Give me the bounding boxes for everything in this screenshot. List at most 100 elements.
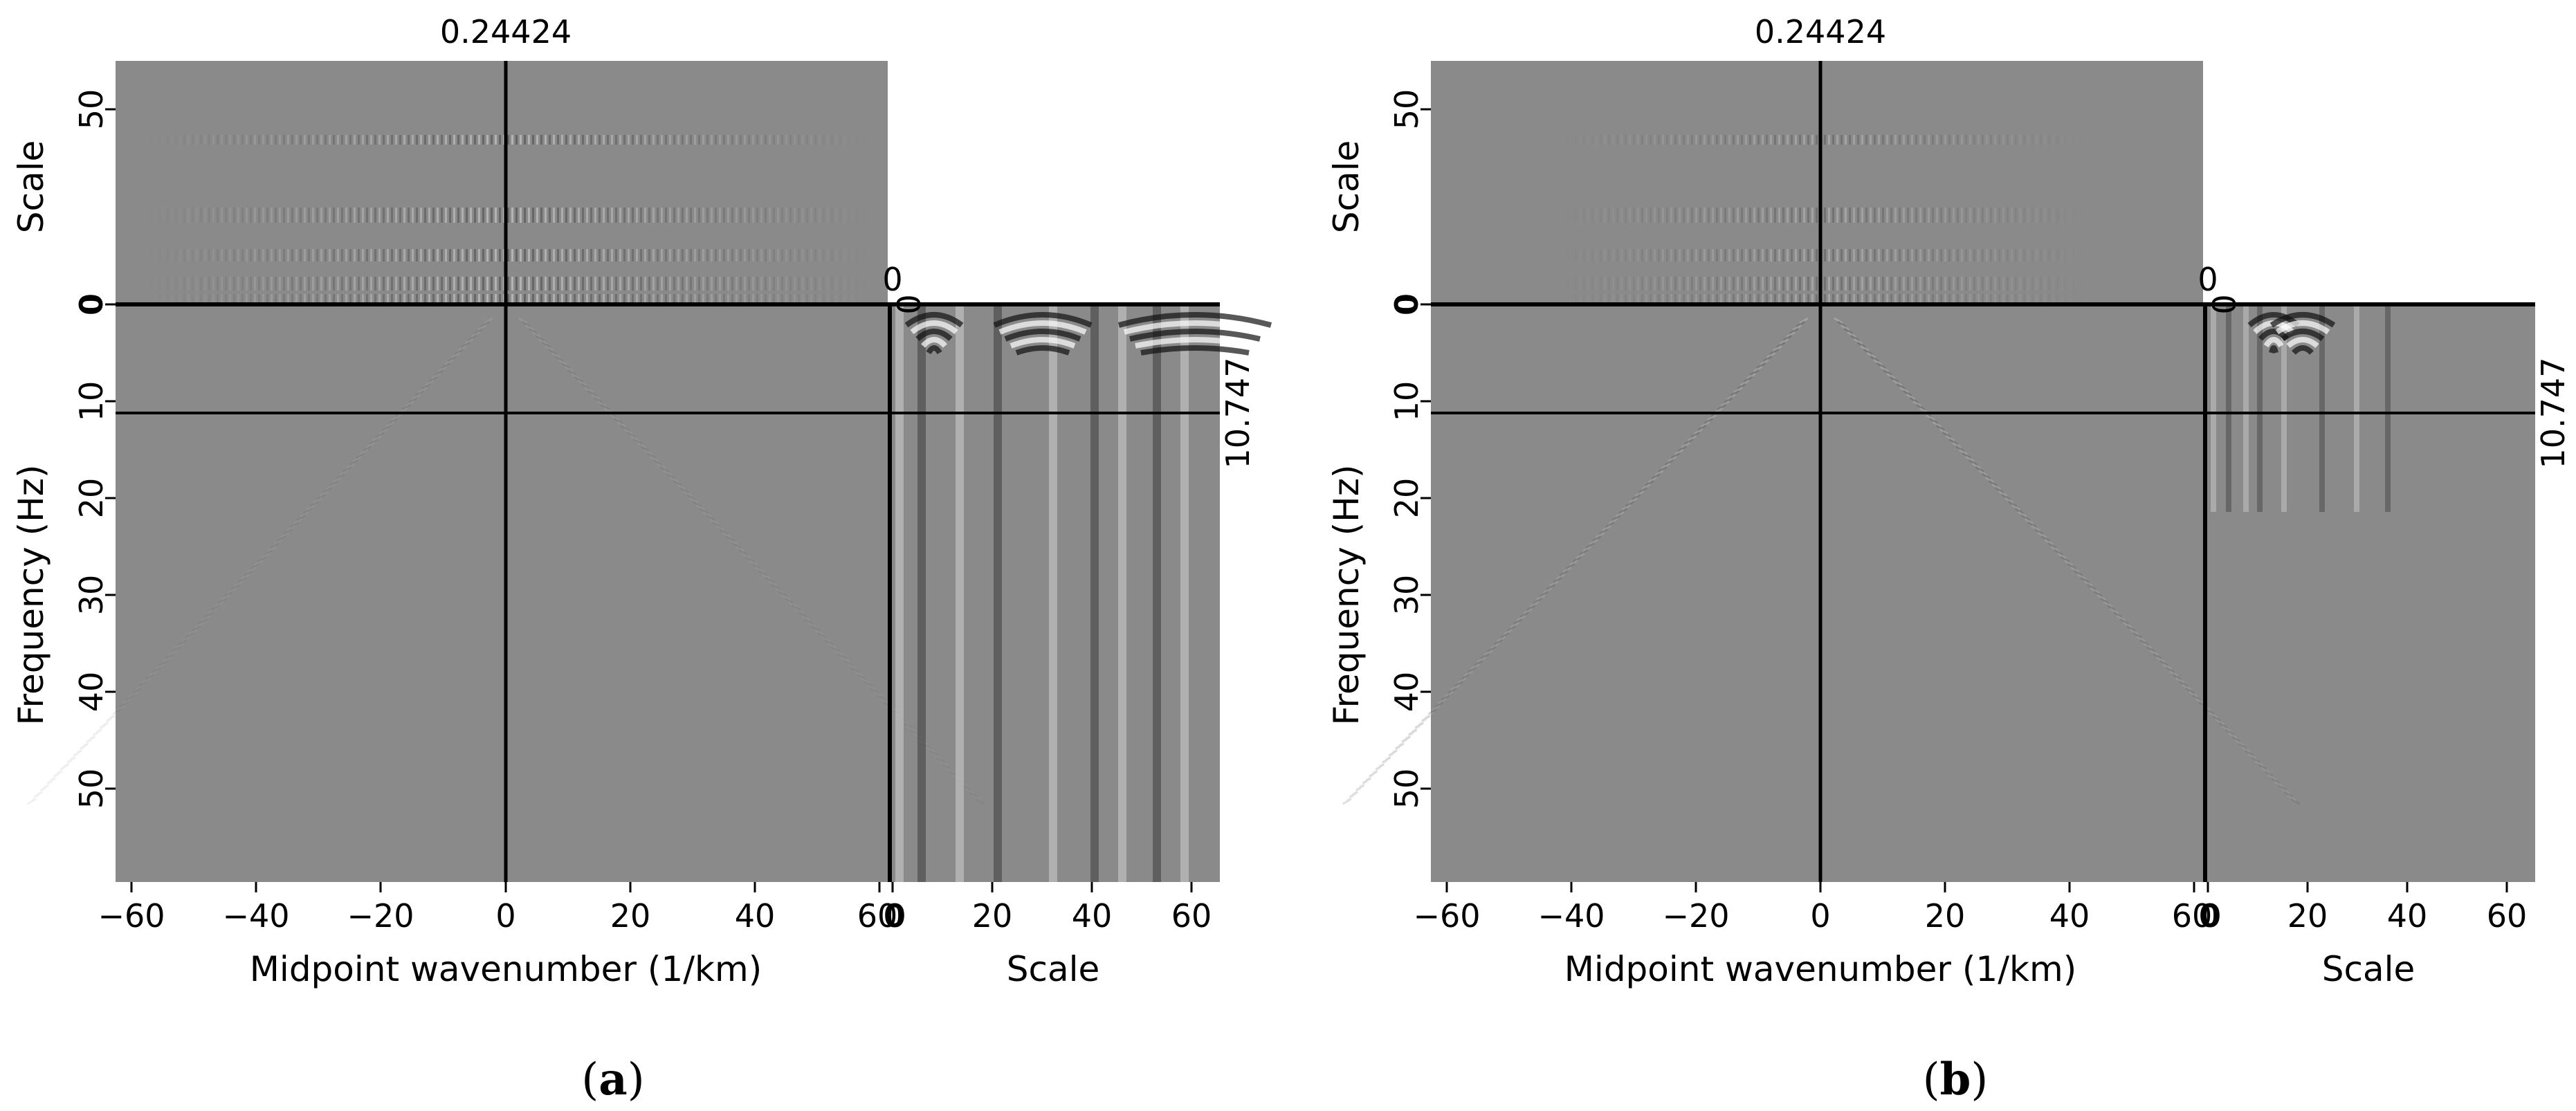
texture-stripe <box>1840 135 1843 145</box>
texture-stripe <box>1911 135 1913 145</box>
texture-stripe <box>1683 249 1685 261</box>
texture-stripe <box>1762 208 1764 223</box>
texture-fan-mark <box>2040 535 2051 542</box>
texture-stripe <box>740 294 742 302</box>
texture-stripe <box>1791 208 1793 223</box>
texture-stripe <box>150 249 152 261</box>
texture-fan-mark <box>1932 421 1942 428</box>
texture-stripe <box>445 249 447 261</box>
texture-stripe <box>2015 208 2017 223</box>
texture-stripe <box>545 277 547 291</box>
texture-fan-mark <box>768 580 778 587</box>
texture-stripe <box>582 249 584 261</box>
texture-stripe <box>636 277 638 291</box>
texture-stripe <box>839 208 841 223</box>
texture-stripe <box>1795 294 1797 302</box>
texture-stripe <box>752 249 754 261</box>
texture-fan-mark <box>447 355 457 362</box>
texture-stripe <box>1745 208 1747 223</box>
texture-stripe <box>1737 277 1739 291</box>
texture-fan-mark <box>2146 645 2156 653</box>
texture-fan-mark <box>742 552 751 560</box>
texture-fan-mark <box>118 701 129 708</box>
texture-fan-mark <box>646 452 657 459</box>
texture-stripe <box>798 277 800 291</box>
texture-stripe <box>1774 208 1776 223</box>
texture-stripe <box>1965 249 1967 261</box>
texture-arc <box>2263 337 2284 348</box>
texture-stripe <box>2048 135 2050 145</box>
texture-stripe <box>657 208 659 223</box>
texture-stripe <box>1749 277 1751 291</box>
texture-stripe <box>1679 135 1681 145</box>
texture-stripe <box>395 135 397 145</box>
panel-b-side-xtick-0: 0 <box>2199 897 2221 935</box>
texture-stripe <box>154 277 156 291</box>
texture-stripe <box>1762 277 1764 291</box>
texture-stripe <box>511 249 513 261</box>
texture-stripe <box>1741 294 1743 302</box>
texture-side-streak <box>917 304 926 882</box>
texture-stripe <box>2081 208 2083 223</box>
texture-stripe <box>1903 294 1905 302</box>
texture-stripe <box>665 277 667 291</box>
texture-stripe <box>1928 249 1930 261</box>
texture-stripe <box>794 208 796 223</box>
texture-fan-mark <box>99 722 109 729</box>
texture-stripe <box>295 208 298 223</box>
texture-stripe <box>1699 294 1701 302</box>
texture-fan-mark <box>378 428 388 435</box>
texture-fan-mark <box>597 400 607 407</box>
texture-stripe <box>2048 294 2050 302</box>
texture-stripe <box>1903 208 1905 223</box>
texture-arc <box>910 320 958 335</box>
texture-fan-mark <box>2060 556 2070 563</box>
texture-stripe <box>740 208 742 223</box>
texture-stripe <box>221 208 223 223</box>
texture-stripe <box>553 208 555 223</box>
texture-stripe <box>1849 294 1851 302</box>
texture-stripe <box>636 208 638 223</box>
texture-fan-mark <box>1506 625 1517 632</box>
texture-stripe <box>1953 135 1955 145</box>
texture-fan-mark <box>787 600 798 608</box>
texture-stripe <box>823 277 825 291</box>
texture-stripe <box>1857 135 1859 145</box>
texture-stripe <box>1708 277 1710 291</box>
texture-stripe <box>1604 294 1606 302</box>
texture-fan-mark <box>637 441 646 449</box>
texture-stripe <box>1861 277 1863 291</box>
texture-stripe <box>599 135 601 145</box>
texture-stripe <box>545 208 547 223</box>
texture-stripe <box>1899 208 1901 223</box>
texture-fan-mark <box>2264 770 2274 778</box>
texture-stripe <box>819 277 821 291</box>
texture-fan-mark <box>1681 441 1690 449</box>
texture-fan-mark <box>2054 549 2064 556</box>
texture-stripe <box>603 208 605 223</box>
texture-fan-mark <box>1473 659 1483 667</box>
texture-stripe <box>217 135 219 145</box>
texture-stripe <box>860 277 862 291</box>
texture-stripe <box>266 294 268 302</box>
texture-fan-mark <box>1782 334 1793 342</box>
texture-stripe <box>615 249 617 261</box>
texture-stripe <box>1712 294 1714 302</box>
texture-fan-mark <box>244 569 254 577</box>
texture-stripe <box>1899 249 1901 261</box>
texture-fan-mark <box>616 421 627 428</box>
texture-stripe <box>399 135 401 145</box>
texture-stripe <box>1562 135 1564 145</box>
texture-stripe <box>1811 277 1814 291</box>
texture-stripe <box>183 294 185 302</box>
texture-stripe <box>445 208 447 223</box>
texture-stripe <box>1716 294 1718 302</box>
texture-stripe <box>412 208 414 223</box>
texture-stripe <box>150 277 152 291</box>
texture-stripe <box>258 208 260 223</box>
texture-stripe <box>1911 294 1913 302</box>
texture-fan-mark <box>2281 787 2290 795</box>
texture-stripe <box>212 135 214 145</box>
texture-stripe <box>175 277 177 291</box>
texture-stripe <box>312 277 314 291</box>
